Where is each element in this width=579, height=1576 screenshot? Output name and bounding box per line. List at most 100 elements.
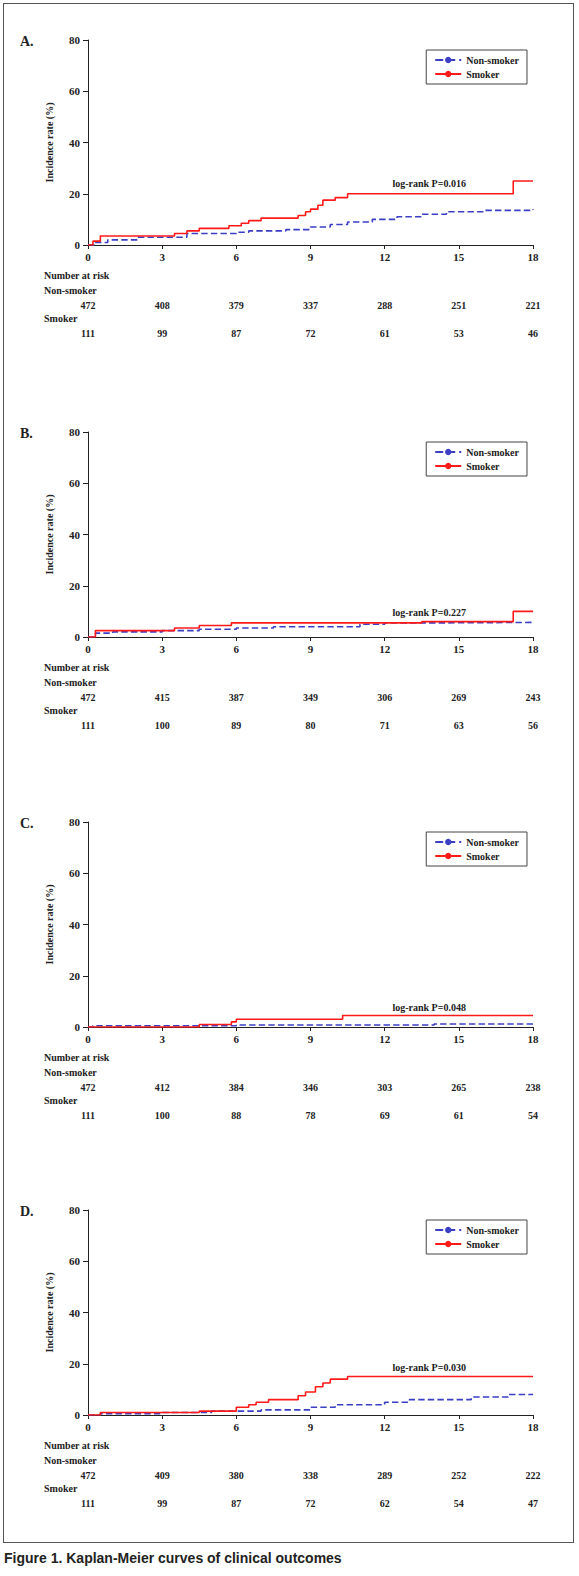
svg-text:89: 89 [231, 720, 241, 731]
svg-text:80: 80 [69, 426, 81, 438]
svg-text:72: 72 [306, 328, 316, 339]
svg-text:3: 3 [159, 251, 165, 263]
svg-text:409: 409 [155, 1470, 170, 1481]
svg-text:3: 3 [159, 1421, 165, 1433]
svg-text:Non-smoker: Non-smoker [44, 1455, 97, 1466]
svg-text:111: 111 [81, 328, 95, 339]
svg-text:71: 71 [380, 720, 390, 731]
svg-text:338: 338 [303, 1470, 318, 1481]
svg-text:265: 265 [451, 1082, 466, 1093]
svg-text:0: 0 [75, 1409, 81, 1421]
svg-text:62: 62 [380, 1498, 390, 1509]
svg-text:Non-smoker: Non-smoker [466, 1225, 519, 1236]
svg-text:12: 12 [379, 1421, 391, 1433]
svg-text:log-rank P=0.030: log-rank P=0.030 [392, 1362, 465, 1373]
svg-text:12: 12 [379, 643, 391, 655]
svg-text:Smoker: Smoker [466, 461, 500, 472]
svg-text:60: 60 [69, 867, 81, 879]
svg-text:387: 387 [229, 692, 244, 703]
svg-text:222: 222 [526, 1470, 541, 1481]
svg-text:251: 251 [451, 300, 466, 311]
svg-text:18: 18 [528, 1033, 540, 1045]
svg-text:Non-smoker: Non-smoker [44, 1067, 97, 1078]
svg-text:252: 252 [451, 1470, 466, 1481]
svg-text:243: 243 [526, 692, 541, 703]
svg-text:0: 0 [85, 1421, 91, 1433]
svg-text:Number at risk: Number at risk [44, 1440, 110, 1451]
svg-text:472: 472 [81, 1470, 96, 1481]
svg-text:78: 78 [306, 1110, 316, 1121]
svg-text:0: 0 [75, 1021, 81, 1033]
svg-text:408: 408 [155, 300, 170, 311]
svg-text:Number at risk: Number at risk [44, 270, 110, 281]
svg-text:3: 3 [159, 643, 165, 655]
svg-text:238: 238 [526, 1082, 541, 1093]
svg-text:337: 337 [303, 300, 318, 311]
svg-text:0: 0 [75, 239, 81, 251]
svg-text:15: 15 [453, 1033, 465, 1045]
svg-text:Smoker: Smoker [466, 851, 500, 862]
svg-text:60: 60 [69, 1255, 81, 1267]
svg-text:Smoker: Smoker [44, 1095, 78, 1106]
svg-text:0: 0 [75, 631, 81, 643]
svg-text:Smoker: Smoker [466, 1239, 500, 1250]
svg-text:100: 100 [155, 1110, 170, 1121]
svg-text:61: 61 [380, 328, 390, 339]
svg-text:Incidence rate (%): Incidence rate (%) [44, 495, 56, 575]
svg-text:111: 111 [81, 1498, 95, 1509]
svg-text:15: 15 [453, 1421, 465, 1433]
svg-text:384: 384 [229, 1082, 244, 1093]
svg-text:415: 415 [155, 692, 170, 703]
svg-text:12: 12 [379, 251, 391, 263]
svg-text:Incidence rate (%): Incidence rate (%) [44, 1273, 56, 1353]
svg-text:D.: D. [20, 1204, 34, 1219]
svg-text:Non-smoker: Non-smoker [466, 55, 519, 66]
svg-text:Incidence rate (%): Incidence rate (%) [44, 103, 56, 183]
svg-text:0: 0 [85, 251, 91, 263]
svg-text:46: 46 [528, 328, 538, 339]
svg-text:221: 221 [526, 300, 541, 311]
svg-text:87: 87 [231, 1498, 241, 1509]
svg-text:6: 6 [234, 1033, 240, 1045]
svg-text:log-rank P=0.016: log-rank P=0.016 [392, 178, 465, 189]
svg-text:349: 349 [303, 692, 318, 703]
svg-text:269: 269 [451, 692, 466, 703]
svg-text:Smoker: Smoker [44, 1483, 78, 1494]
svg-text:15: 15 [453, 643, 465, 655]
svg-text:6: 6 [234, 251, 240, 263]
svg-text:20: 20 [69, 188, 81, 200]
svg-text:54: 54 [528, 1110, 538, 1121]
svg-text:0: 0 [85, 643, 91, 655]
svg-text:472: 472 [81, 1082, 96, 1093]
svg-text:9: 9 [308, 1421, 314, 1433]
svg-text:0: 0 [85, 1033, 91, 1045]
svg-text:Number at risk: Number at risk [44, 662, 110, 673]
svg-text:346: 346 [303, 1082, 318, 1093]
svg-text:80: 80 [69, 816, 81, 828]
svg-text:9: 9 [308, 1033, 314, 1045]
svg-text:69: 69 [380, 1110, 390, 1121]
svg-text:87: 87 [231, 328, 241, 339]
svg-text:60: 60 [69, 85, 81, 97]
svg-text:log-rank P=0.227: log-rank P=0.227 [392, 607, 465, 618]
svg-text:53: 53 [454, 328, 464, 339]
svg-text:log-rank P=0.048: log-rank P=0.048 [392, 1002, 465, 1013]
svg-text:A.: A. [20, 34, 34, 49]
svg-text:Non-smoker: Non-smoker [44, 677, 97, 688]
svg-text:111: 111 [81, 1110, 95, 1121]
svg-text:Number at risk: Number at risk [44, 1052, 110, 1063]
svg-text:15: 15 [453, 251, 465, 263]
svg-text:306: 306 [377, 692, 392, 703]
svg-text:18: 18 [528, 643, 540, 655]
svg-text:40: 40 [69, 1307, 81, 1319]
svg-text:9: 9 [308, 251, 314, 263]
svg-text:472: 472 [81, 300, 96, 311]
svg-text:40: 40 [69, 137, 81, 149]
svg-text:99: 99 [157, 328, 167, 339]
svg-text:379: 379 [229, 300, 244, 311]
svg-text:18: 18 [528, 1421, 540, 1433]
svg-text:63: 63 [454, 720, 464, 731]
svg-text:80: 80 [306, 720, 316, 731]
svg-text:Incidence rate (%): Incidence rate (%) [44, 885, 56, 965]
svg-text:20: 20 [69, 1358, 81, 1370]
